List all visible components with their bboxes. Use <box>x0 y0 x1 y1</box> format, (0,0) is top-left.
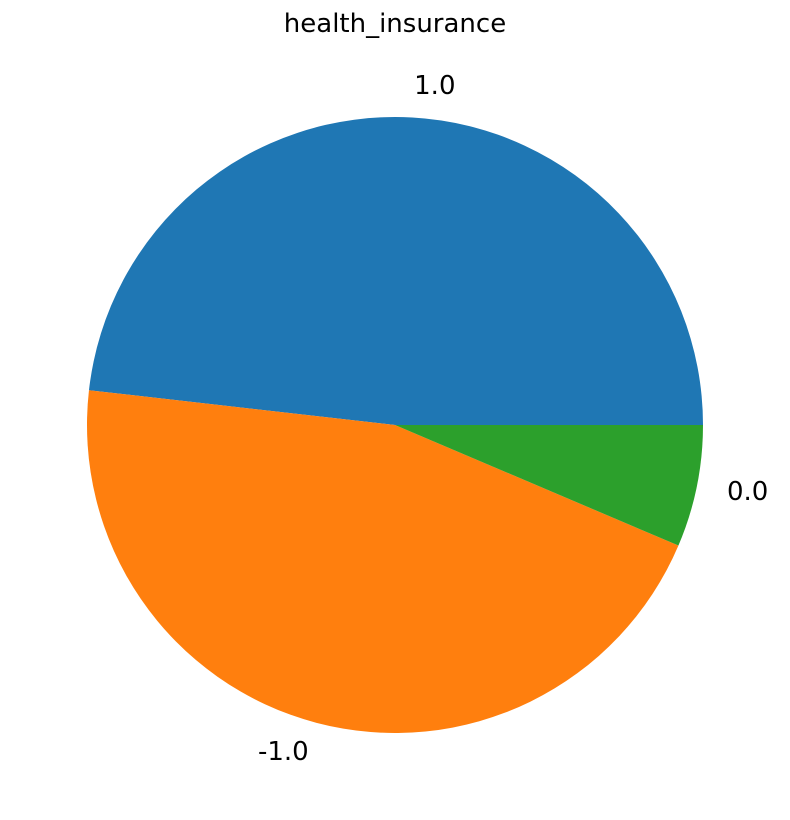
pie-labels: 1.0 -1.0 0.0 <box>258 71 768 767</box>
pie-slices <box>87 117 704 733</box>
pie-slice-label-1: -1.0 <box>258 737 309 767</box>
pie-slice-label-2: 0.0 <box>727 477 768 507</box>
pie-slice-1 <box>87 390 679 733</box>
chart-title: health_insurance <box>284 9 506 39</box>
pie-slice-label-0: 1.0 <box>414 71 455 101</box>
pie-slice-0 <box>88 117 704 425</box>
pie-slice-2 <box>395 425 703 546</box>
